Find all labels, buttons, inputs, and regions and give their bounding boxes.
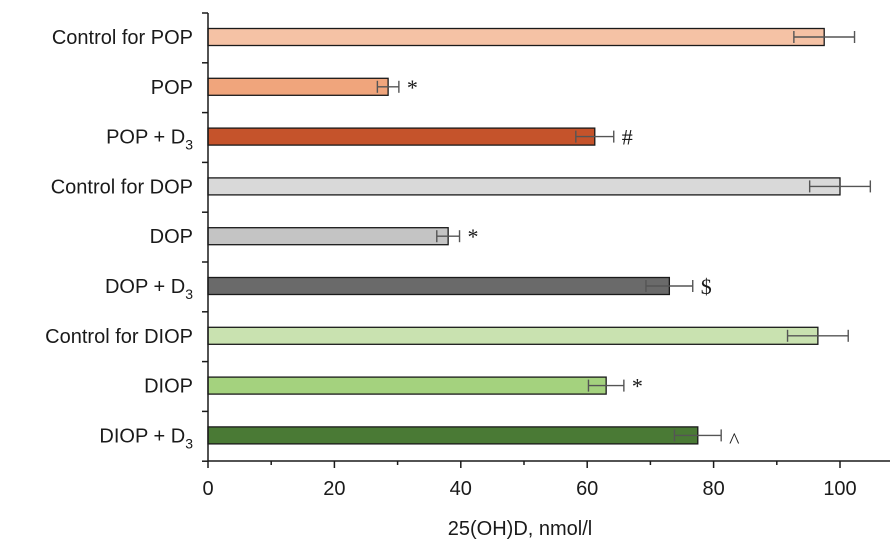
x-tick-label: 20 xyxy=(323,478,345,500)
significance-marker: # xyxy=(622,125,633,150)
significance-marker: ^ xyxy=(729,427,740,452)
x-tick-label: 0 xyxy=(202,478,213,500)
error-bars-group xyxy=(376,31,872,442)
category-label: Control for POP xyxy=(52,27,193,49)
category-label: Control for DOP xyxy=(51,176,193,198)
category-label: DOP xyxy=(150,226,193,248)
significance-marker: * xyxy=(407,75,418,100)
category-labels-group: Control for POP POP POP + D3 Control for DO… xyxy=(45,27,193,451)
category-label: POP xyxy=(151,77,193,99)
x-tick-label: 40 xyxy=(450,478,472,500)
bar xyxy=(207,227,449,246)
bars-group xyxy=(207,27,841,445)
bar xyxy=(207,27,825,47)
x-tick-label: 60 xyxy=(576,478,598,500)
bar xyxy=(207,426,699,445)
category-label: DIOP xyxy=(144,376,193,398)
x-tick-label: 100 xyxy=(823,478,856,500)
axes-group: 0 20 40 60 80 100 xyxy=(202,12,890,500)
category-label: Control for DIOP xyxy=(45,326,193,348)
significance-marker: * xyxy=(632,374,643,399)
annotations-group: * # * $ * ^ xyxy=(407,75,740,453)
bar xyxy=(207,276,671,296)
bar xyxy=(207,77,389,96)
bar xyxy=(207,127,596,146)
significance-marker: * xyxy=(468,224,479,249)
category-label: DOP + D3 xyxy=(105,276,193,302)
bar xyxy=(207,376,607,395)
category-label: DIOP + D3 xyxy=(99,425,193,451)
significance-marker: $ xyxy=(701,274,712,299)
bar xyxy=(207,326,819,345)
category-label: POP + D3 xyxy=(106,127,193,153)
x-axis-title: 25(OH)D, nmol/l xyxy=(448,518,592,540)
bar xyxy=(207,177,841,196)
x-tick-label: 80 xyxy=(702,478,724,500)
